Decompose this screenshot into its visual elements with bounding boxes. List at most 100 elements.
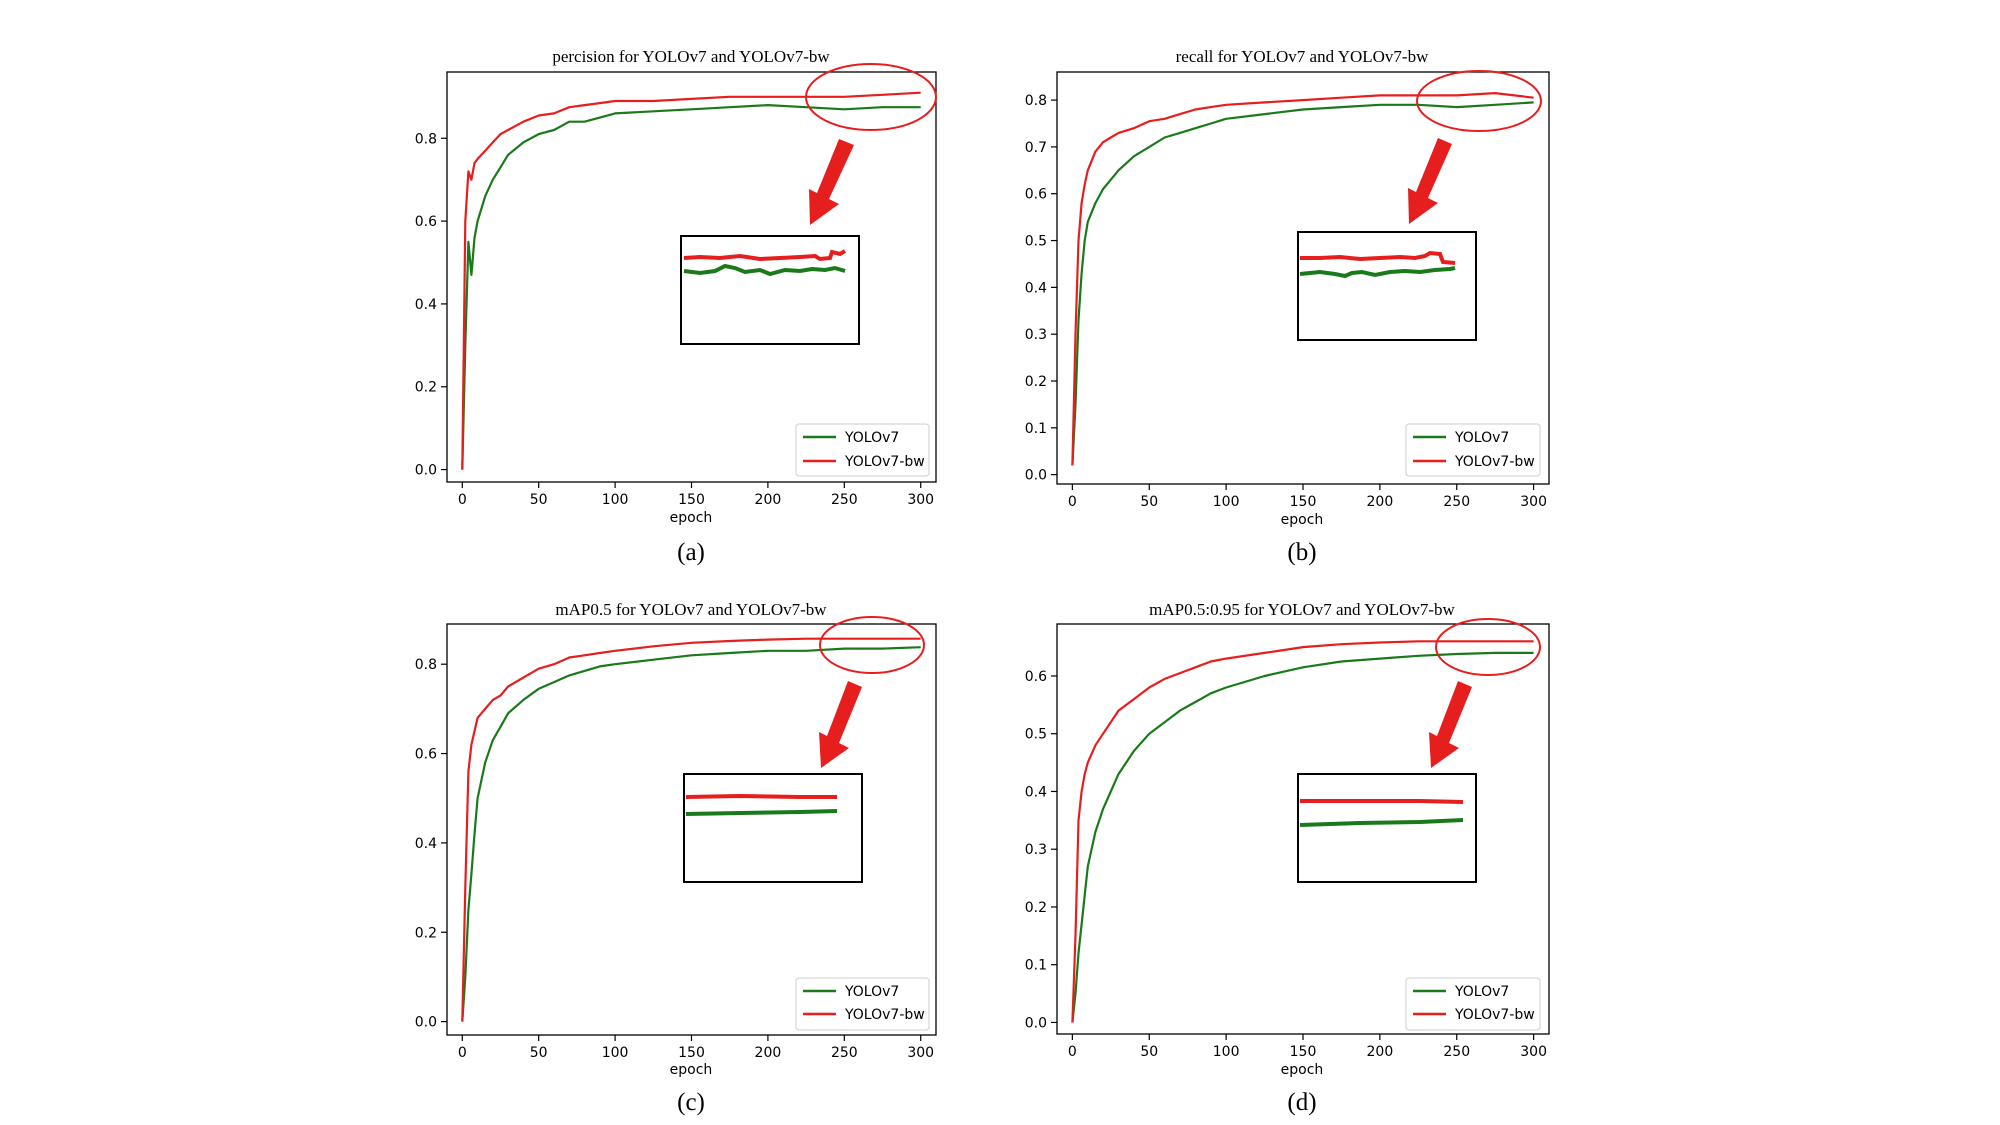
legend: YOLOv7 YOLOv7-bw	[795, 423, 930, 477]
series-line-yolov7	[1071, 651, 1534, 1023]
inset-frame	[1297, 773, 1477, 883]
zoom-inset	[1297, 773, 1477, 883]
inset-line-yolov7	[685, 809, 838, 816]
callout-arrow	[1429, 681, 1472, 768]
x-tick-label: 300	[1520, 1044, 1547, 1060]
zoom-inset	[1297, 231, 1477, 341]
series-line-yolov7	[1071, 101, 1534, 466]
legend: YOLOv7 YOLOv7-bw	[1405, 423, 1541, 477]
y-tick-label: 0.6	[1025, 669, 1047, 685]
y-tick-label: 0.2	[1025, 374, 1047, 390]
highlight-ellipse	[805, 63, 937, 131]
legend-label-yolov7: YOLOv7	[1454, 430, 1509, 446]
y-tick-label: 0.3	[1025, 327, 1047, 343]
series-lines	[461, 91, 921, 470]
inset-line-yolov7	[1299, 266, 1456, 279]
inset-line-yolov7-bw	[1300, 799, 1464, 804]
x-tick-label: 50	[1140, 494, 1158, 510]
y-tick-label: 0.2	[415, 925, 437, 941]
legend-label-yolov7-bw: YOLOv7-bw	[1454, 454, 1535, 470]
x-axis-label: epoch	[1281, 512, 1324, 528]
x-tick-label: 50	[1140, 1044, 1158, 1060]
chart-title: percision for YOLOv7 and YOLOv7-bw	[552, 47, 830, 66]
inset-line-yolov7-bw	[685, 793, 837, 799]
legend-label-yolov7-bw: YOLOv7-bw	[1454, 1007, 1535, 1023]
y-tick-label: 0.0	[415, 463, 437, 479]
x-tick-label: 0	[458, 1045, 467, 1061]
x-tick-label: 200	[1367, 1044, 1394, 1060]
x-tick-label: 250	[1443, 494, 1470, 510]
series-line-yolov7	[461, 103, 921, 470]
y-tick-label: 0.4	[1025, 784, 1047, 800]
panel-c: mAP0.5 for YOLOv7 and YOLOv7-bw 0 50 100 15…	[415, 600, 937, 1116]
x-tick-label: 100	[1213, 1044, 1240, 1060]
y-tick-label: 0.5	[1025, 234, 1047, 250]
panel-caption: (a)	[677, 539, 705, 566]
y-tick-label: 0.6	[415, 214, 437, 230]
y-tick-label: 0.1	[1025, 421, 1047, 437]
x-tick-label: 150	[678, 1045, 705, 1061]
x-tick-label: 50	[530, 492, 548, 508]
y-tick-label: 0.0	[1025, 1015, 1047, 1031]
x-tick-label: 300	[907, 492, 934, 508]
x-tick-label: 150	[1290, 494, 1317, 510]
x-tick-label: 200	[1367, 494, 1394, 510]
panel-caption: (c)	[677, 1089, 705, 1116]
x-tick-label: 100	[602, 1045, 629, 1061]
x-tick-label: 100	[602, 492, 629, 508]
series-line-yolov7	[461, 646, 921, 1022]
y-tick-label: 0.5	[1025, 727, 1047, 743]
x-tick-label: 150	[1290, 1044, 1317, 1060]
callout-arrow	[1408, 138, 1452, 224]
axes: 0 50 100 150 200 250 300 0.0 0.2 0.4 0.6 0.8	[415, 657, 934, 1061]
panel-b: recall for YOLOv7 and YOLOv7-bw 0 50 100 15…	[1025, 47, 1550, 566]
zoom-inset	[683, 773, 863, 883]
panel-caption: (b)	[1287, 539, 1316, 566]
inset-line-yolov7	[1299, 818, 1464, 827]
x-tick-label: 0	[458, 492, 467, 508]
y-tick-label: 0.0	[415, 1015, 437, 1031]
panel-a: percision for YOLOv7 and YOLOv7-bw 0 50 10…	[415, 47, 937, 566]
highlight-ellipse	[1416, 70, 1542, 132]
series-line-yolov7-bw	[461, 91, 921, 470]
series-lines	[1071, 640, 1534, 1023]
panel-d: mAP0.5:0.95 for YOLOv7 and YOLOv7-bw 0 50…	[1025, 600, 1550, 1116]
x-tick-label: 250	[831, 1045, 858, 1061]
callout-arrow	[809, 139, 854, 225]
x-tick-label: 300	[1520, 494, 1547, 510]
x-tick-label: 200	[755, 492, 782, 508]
inset-frame	[1297, 231, 1477, 341]
x-tick-label: 0	[1068, 1044, 1077, 1060]
inset-line-yolov7-bw	[1300, 250, 1456, 265]
x-tick-label: 250	[831, 492, 858, 508]
y-tick-label: 0.8	[415, 131, 437, 147]
inset-line-yolov7-bw	[683, 249, 847, 262]
x-tick-label: 300	[907, 1045, 934, 1061]
x-tick-label: 200	[755, 1045, 782, 1061]
y-tick-label: 0.2	[415, 380, 437, 396]
x-tick-label: 150	[678, 492, 705, 508]
x-axis-label: epoch	[670, 1062, 713, 1078]
highlight-ellipse	[819, 616, 925, 674]
y-tick-label: 0.7	[1025, 140, 1047, 156]
callout-arrow	[819, 681, 862, 768]
legend-label-yolov7-bw: YOLOv7-bw	[844, 1007, 925, 1023]
chart-title: mAP0.5 for YOLOv7 and YOLOv7-bw	[555, 600, 827, 619]
x-axis-label: epoch	[1281, 1062, 1324, 1078]
series-line-yolov7-bw	[1071, 91, 1534, 466]
x-tick-label: 250	[1443, 1044, 1470, 1060]
y-tick-label: 0.4	[1025, 280, 1047, 296]
axes: 0 50 100 150 200 250 300 0.0 0.2 0.4 0.6 0.8	[415, 131, 934, 508]
series-lines	[1071, 91, 1534, 466]
series-line-yolov7-bw	[461, 637, 921, 1022]
x-tick-label: 100	[1213, 494, 1240, 510]
chart-title: mAP0.5:0.95 for YOLOv7 and YOLOv7-bw	[1149, 600, 1455, 619]
zoom-inset	[680, 235, 860, 345]
y-tick-label: 0.8	[1025, 93, 1047, 109]
inset-frame	[683, 773, 863, 883]
series-line-yolov7-bw	[1071, 640, 1534, 1023]
legend: YOLOv7 YOLOv7-bw	[1405, 977, 1541, 1031]
y-tick-label: 0.6	[415, 747, 437, 763]
y-tick-label: 0.0	[1025, 468, 1047, 484]
